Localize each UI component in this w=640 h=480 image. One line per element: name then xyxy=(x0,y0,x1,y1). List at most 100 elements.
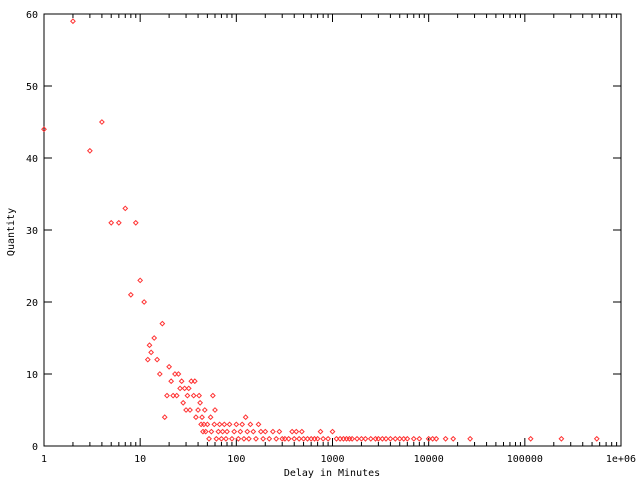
data-point xyxy=(115,219,122,226)
data-point xyxy=(235,435,242,442)
data-point xyxy=(404,435,411,442)
data-point xyxy=(190,392,197,399)
data-point xyxy=(231,428,238,435)
data-point xyxy=(416,435,423,442)
data-point xyxy=(239,421,246,428)
data-point xyxy=(197,399,204,406)
data-point xyxy=(191,378,198,385)
data-point xyxy=(215,428,222,435)
data-point xyxy=(137,277,144,284)
x-tick-label: 10 xyxy=(134,454,146,465)
data-point xyxy=(184,392,191,399)
data-point xyxy=(450,435,457,442)
data-point xyxy=(207,414,214,421)
data-point xyxy=(242,414,249,421)
data-point xyxy=(257,428,264,435)
data-point xyxy=(144,356,151,363)
data-point xyxy=(132,219,139,226)
plot-frame xyxy=(43,13,622,447)
x-tick-label: 1e+06 xyxy=(606,454,636,465)
data-point xyxy=(296,435,303,442)
data-point xyxy=(410,435,417,442)
x-tick-label: 1 xyxy=(41,454,47,465)
data-point xyxy=(273,435,280,442)
data-point xyxy=(467,435,474,442)
data-point xyxy=(218,435,225,442)
data-point xyxy=(433,435,440,442)
data-point xyxy=(224,428,230,435)
data-point xyxy=(151,335,158,341)
data-point xyxy=(159,320,166,327)
y-axis-title: Quantity xyxy=(6,208,17,256)
data-point xyxy=(293,428,300,435)
data-point xyxy=(173,392,180,399)
data-point xyxy=(212,407,218,413)
data-point xyxy=(204,421,211,428)
data-point xyxy=(148,349,155,356)
x-tick-label: 100 xyxy=(227,454,245,465)
data-point xyxy=(195,407,201,413)
data-point xyxy=(161,414,168,421)
data-point xyxy=(392,435,399,442)
data-point xyxy=(241,435,247,442)
data-point xyxy=(320,435,327,442)
data-point xyxy=(396,435,403,442)
data-point xyxy=(108,219,115,226)
data-point xyxy=(593,435,600,442)
data-point xyxy=(269,428,276,435)
data-point xyxy=(358,435,365,442)
data-point xyxy=(349,435,356,442)
y-tick-label: 60 xyxy=(26,10,38,21)
data-point xyxy=(201,407,208,413)
data-point xyxy=(216,421,223,428)
data-point xyxy=(223,435,229,442)
data-point xyxy=(260,435,267,442)
data-point xyxy=(199,414,205,421)
data-point xyxy=(141,299,148,305)
data-point xyxy=(164,392,170,399)
y-tick-label: 30 xyxy=(26,226,38,237)
y-tick-label: 40 xyxy=(26,154,38,165)
data-point xyxy=(146,342,153,349)
data-point xyxy=(285,435,292,442)
data-point xyxy=(229,435,235,442)
data-point xyxy=(193,414,199,421)
data-point xyxy=(70,18,76,25)
data-point xyxy=(98,119,105,125)
y-tick-label: 50 xyxy=(26,82,38,93)
data-point xyxy=(208,428,215,435)
data-point xyxy=(209,392,216,399)
data-point xyxy=(387,435,394,442)
data-point xyxy=(177,385,183,392)
y-tick-label: 10 xyxy=(26,370,38,381)
data-point xyxy=(298,428,305,435)
data-point xyxy=(175,371,182,377)
data-point xyxy=(253,435,259,442)
data-point xyxy=(219,428,226,435)
data-point xyxy=(211,421,218,428)
x-tick-label: 10000 xyxy=(414,454,444,465)
data-point xyxy=(527,435,534,442)
data-point xyxy=(383,435,389,442)
data-point xyxy=(233,421,240,428)
data-point xyxy=(187,407,193,413)
data-point xyxy=(367,435,374,442)
data-point xyxy=(202,428,209,435)
x-tick-label: 100000 xyxy=(507,454,543,465)
x-tick-label: 1000 xyxy=(320,454,344,465)
y-tick-label: 20 xyxy=(26,298,38,309)
data-point xyxy=(154,356,161,363)
data-point xyxy=(221,421,228,428)
data-point xyxy=(86,147,93,154)
data-point xyxy=(262,428,269,435)
data-point xyxy=(329,428,336,435)
data-point xyxy=(213,435,220,442)
data-point xyxy=(245,435,252,442)
data-point xyxy=(166,363,173,370)
data-point xyxy=(183,407,189,413)
data-point xyxy=(325,435,332,442)
data-point xyxy=(41,126,47,133)
data-point xyxy=(558,435,565,442)
data-point xyxy=(291,435,298,442)
